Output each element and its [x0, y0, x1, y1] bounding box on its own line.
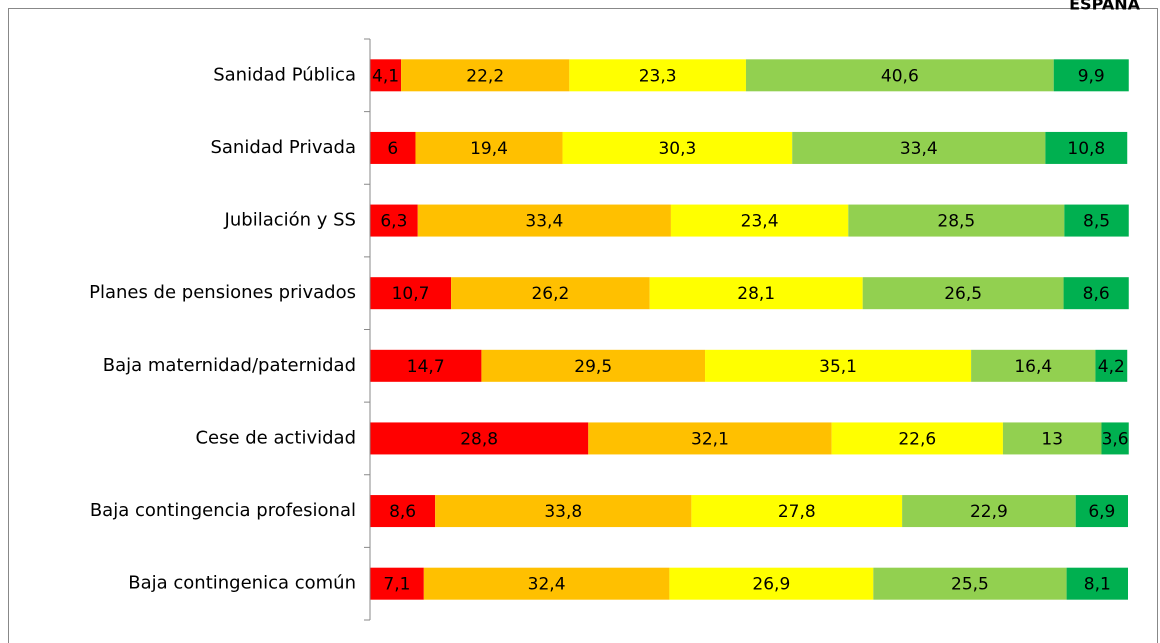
bar-segment	[417, 204, 671, 237]
bar-segment	[1095, 349, 1128, 382]
data-label: 25,5	[951, 575, 989, 595]
category-label: Sanidad Pública	[213, 64, 356, 85]
bar-segment	[792, 131, 1046, 164]
data-label: 6	[387, 139, 398, 159]
data-label: 30,3	[658, 139, 696, 159]
data-label: 22,6	[898, 429, 936, 449]
category-label: Planes de pensiones privados	[89, 282, 356, 303]
bar-segment	[370, 59, 402, 92]
category-label: Jubilación y SS	[224, 210, 356, 231]
data-label: 22,9	[970, 502, 1008, 522]
bar-segment	[1064, 204, 1129, 237]
data-label: 13	[1041, 429, 1063, 449]
data-label: 28,5	[937, 212, 975, 232]
data-label: 4,2	[1098, 357, 1125, 377]
category-label: Baja maternidad/paternidad	[103, 355, 356, 376]
bar-segment	[423, 567, 670, 600]
data-label: 23,4	[741, 212, 779, 232]
bar-segment	[669, 567, 874, 600]
bar-segment	[1066, 567, 1128, 600]
data-label: 33,4	[900, 139, 938, 159]
bar-segment	[649, 277, 863, 310]
data-label: 3,6	[1102, 429, 1129, 449]
bar-segment	[1063, 277, 1129, 310]
data-label: 28,1	[737, 284, 775, 304]
data-label: 29,5	[574, 357, 612, 377]
category-label: Baja contingencia profesional	[90, 500, 356, 521]
chart-title: ESPAÑA	[1069, 0, 1140, 14]
bar-segment	[862, 277, 1064, 310]
bar-segment	[848, 204, 1065, 237]
data-label: 10,7	[392, 284, 430, 304]
bar-segment	[1002, 422, 1102, 455]
data-label: 6,9	[1088, 502, 1115, 522]
bar-segment	[370, 567, 424, 600]
bar-segment	[670, 204, 849, 237]
data-label: 9,9	[1078, 66, 1105, 86]
bar-segment	[569, 59, 746, 92]
data-label: 27,8	[778, 502, 816, 522]
bar-segment	[435, 495, 692, 528]
bar-segment	[370, 422, 589, 455]
data-label: 19,4	[470, 139, 508, 159]
bar-segment	[562, 131, 793, 164]
data-label: 26,9	[752, 575, 790, 595]
bar-segment	[831, 422, 1003, 455]
bar-segment	[902, 495, 1076, 528]
bar-segment	[401, 59, 570, 92]
data-label: 23,3	[639, 66, 677, 86]
bar-segment	[1045, 131, 1128, 164]
data-label: 14,7	[407, 357, 445, 377]
data-label: 8,1	[1084, 575, 1111, 595]
data-label: 40,6	[881, 66, 919, 86]
bar-segment	[451, 277, 650, 310]
bar-segment	[481, 349, 706, 382]
data-label: 32,1	[691, 429, 729, 449]
category-label: Sanidad Privada	[210, 137, 356, 158]
data-label: 22,2	[466, 66, 504, 86]
data-label: 8,5	[1083, 212, 1110, 232]
bar-segment	[370, 277, 452, 310]
bar-segment	[1101, 422, 1129, 455]
bar-segment	[971, 349, 1096, 382]
bar-segment	[705, 349, 972, 382]
data-label: 26,2	[531, 284, 569, 304]
bar-segment	[370, 204, 418, 237]
data-label: 28,8	[460, 429, 498, 449]
data-label: 10,8	[1067, 139, 1105, 159]
data-label: 35,1	[819, 357, 857, 377]
data-label: 33,4	[525, 212, 563, 232]
bar-segment	[370, 495, 436, 528]
bar-segment	[370, 349, 482, 382]
bar-segment	[415, 131, 563, 164]
bar-segment	[691, 495, 903, 528]
data-label: 26,5	[944, 284, 982, 304]
bar-segment	[1075, 495, 1128, 528]
category-label: Cese de actividad	[195, 427, 356, 448]
bar-segment	[1053, 59, 1129, 92]
data-label: 8,6	[389, 502, 416, 522]
bar-segment	[745, 59, 1054, 92]
data-label: 7,1	[383, 575, 410, 595]
data-label: 32,4	[528, 575, 566, 595]
bar-segment	[370, 131, 416, 164]
chart-frame	[8, 8, 1158, 643]
category-label: Baja contingenica común	[128, 573, 356, 594]
data-label: 16,4	[1014, 357, 1052, 377]
data-label: 33,8	[544, 502, 582, 522]
bar-segment	[588, 422, 832, 455]
bar-segment	[873, 567, 1067, 600]
data-label: 8,6	[1083, 284, 1110, 304]
data-label: 4,1	[372, 66, 399, 86]
data-label: 6,3	[380, 212, 407, 232]
